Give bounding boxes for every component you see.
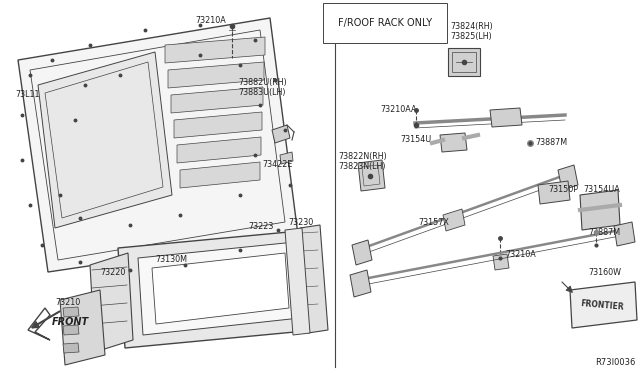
Text: 73210A: 73210A xyxy=(505,250,536,259)
Text: 73154UA: 73154UA xyxy=(583,185,620,194)
Polygon shape xyxy=(168,62,264,88)
Polygon shape xyxy=(28,308,50,340)
Text: FRONT: FRONT xyxy=(52,317,89,327)
Polygon shape xyxy=(60,290,105,365)
Polygon shape xyxy=(350,270,371,297)
Text: R73I0036: R73I0036 xyxy=(595,358,635,367)
Polygon shape xyxy=(352,240,372,265)
Text: 73157X: 73157X xyxy=(418,218,449,227)
Polygon shape xyxy=(443,209,465,231)
Polygon shape xyxy=(440,133,467,152)
Text: 73824(RH): 73824(RH) xyxy=(450,22,493,31)
Polygon shape xyxy=(538,181,570,204)
Polygon shape xyxy=(614,222,635,246)
Polygon shape xyxy=(180,162,260,188)
Text: 73150P: 73150P xyxy=(548,185,578,194)
Polygon shape xyxy=(448,48,480,76)
Polygon shape xyxy=(90,253,133,352)
Text: 73210: 73210 xyxy=(55,298,80,307)
Polygon shape xyxy=(138,242,300,335)
Polygon shape xyxy=(580,190,620,230)
Text: FRONTIER: FRONTIER xyxy=(580,299,624,311)
Polygon shape xyxy=(570,282,637,328)
Polygon shape xyxy=(63,307,79,317)
Text: 73160W: 73160W xyxy=(588,268,621,277)
Polygon shape xyxy=(280,152,293,164)
Text: 73823N(LH): 73823N(LH) xyxy=(338,162,385,171)
Polygon shape xyxy=(493,254,509,270)
Text: 73130M: 73130M xyxy=(155,255,187,264)
Text: 73210A: 73210A xyxy=(195,16,226,25)
Polygon shape xyxy=(358,160,385,191)
Text: 73887M: 73887M xyxy=(588,228,620,237)
Polygon shape xyxy=(174,112,262,138)
Polygon shape xyxy=(558,165,578,190)
Text: 73223: 73223 xyxy=(248,222,273,231)
Polygon shape xyxy=(177,137,261,163)
Polygon shape xyxy=(285,228,310,335)
Text: 73154U: 73154U xyxy=(400,135,431,144)
Text: 73882U(RH): 73882U(RH) xyxy=(238,78,287,87)
Polygon shape xyxy=(63,325,79,335)
Polygon shape xyxy=(38,52,172,228)
Polygon shape xyxy=(300,225,328,333)
Text: 73825(LH): 73825(LH) xyxy=(450,32,492,41)
Text: 73230: 73230 xyxy=(288,218,313,227)
Text: 73220: 73220 xyxy=(100,268,125,277)
Polygon shape xyxy=(171,87,263,113)
Polygon shape xyxy=(490,108,522,127)
Polygon shape xyxy=(152,253,289,324)
Text: F/ROOF RACK ONLY: F/ROOF RACK ONLY xyxy=(338,18,432,28)
Text: 73210AA: 73210AA xyxy=(380,105,417,114)
Text: 73822N(RH): 73822N(RH) xyxy=(338,152,387,161)
Polygon shape xyxy=(63,343,79,353)
Text: 73887M: 73887M xyxy=(535,138,567,147)
Text: 73L11: 73L11 xyxy=(15,90,40,99)
Polygon shape xyxy=(165,37,265,63)
Text: 73422E: 73422E xyxy=(262,160,292,169)
Polygon shape xyxy=(272,125,290,143)
Polygon shape xyxy=(18,18,298,272)
Text: 73883U(LH): 73883U(LH) xyxy=(238,88,285,97)
Polygon shape xyxy=(118,230,316,348)
